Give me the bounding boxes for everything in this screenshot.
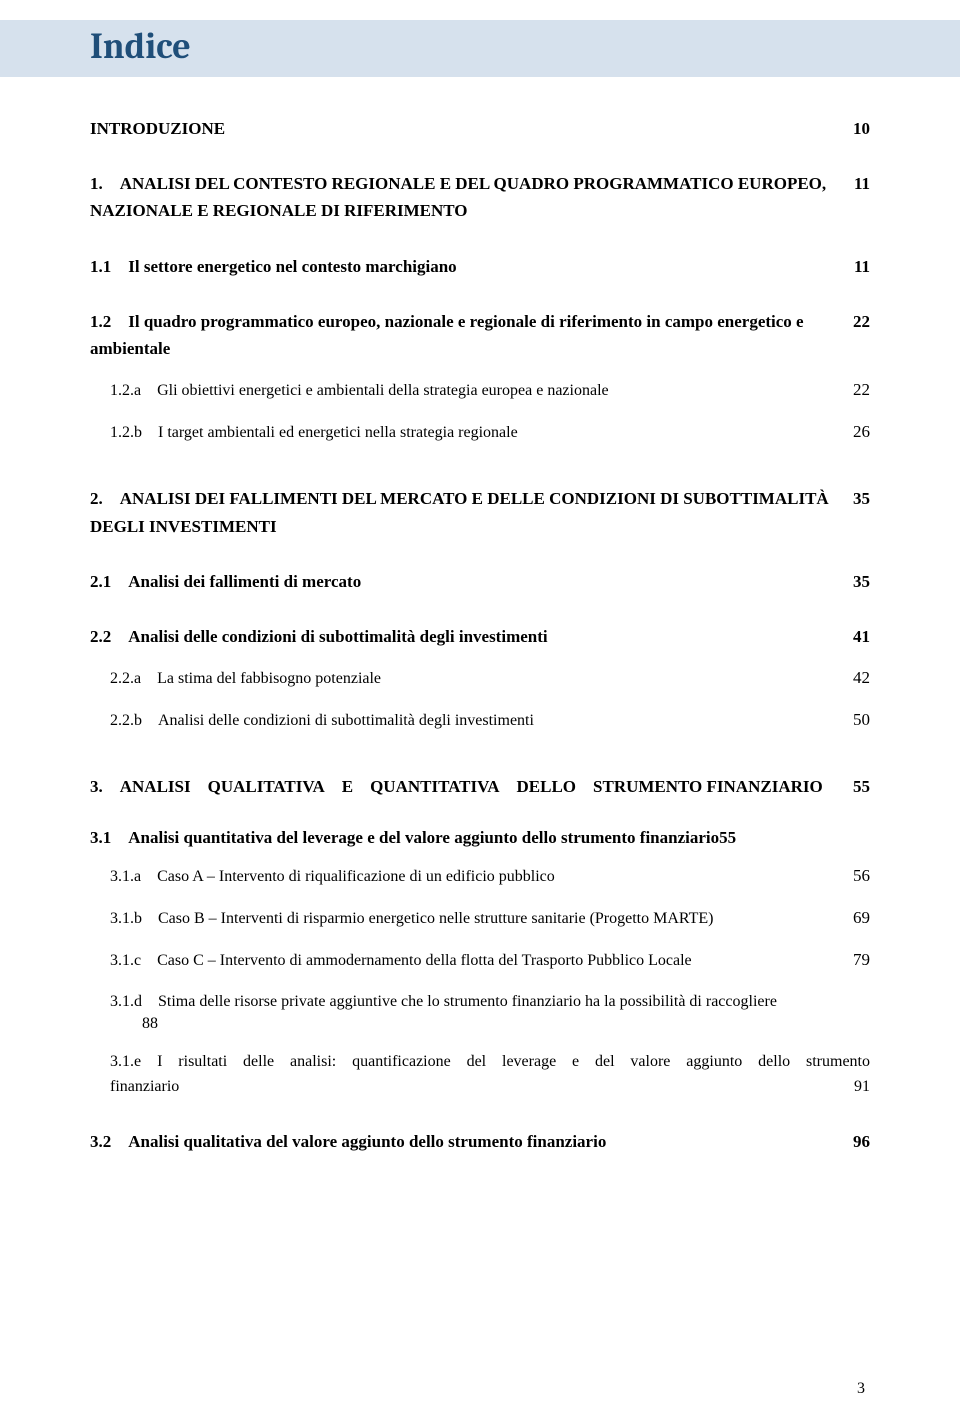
toc-entry: 3.2 Analisi qualitativa del valore aggiu…: [90, 1128, 870, 1155]
toc-entry: 3.1.d Stima delle risorse private aggiun…: [90, 989, 870, 1033]
toc-entry: 1.2.a Gli obiettivi energetici e ambient…: [90, 378, 870, 404]
toc-label: 1.2.a Gli obiettivi energetici e ambient…: [90, 378, 845, 404]
toc-page: 50: [845, 710, 870, 730]
toc-label: 2.2.b Analisi delle condizioni di subott…: [90, 708, 845, 734]
toc-entry: 2.1 Analisi dei fallimenti di mercato35: [90, 568, 870, 595]
toc-page: 55: [845, 777, 870, 797]
page-number: 3: [857, 1380, 865, 1398]
toc-entry: 1.2 Il quadro programmatico europeo, naz…: [90, 308, 870, 362]
toc-entry: 1. ANALISI DEL CONTESTO REGIONALE E DEL …: [90, 170, 870, 224]
toc-page: 69: [845, 908, 870, 928]
toc-page: 41: [845, 627, 870, 647]
toc-label: 3.1.d Stima delle risorse private aggiun…: [90, 989, 870, 1015]
toc-label: 1.2 Il quadro programmatico europeo, naz…: [90, 308, 845, 362]
toc-entry: INTRODUZIONE10: [90, 115, 870, 142]
document-page: Indice INTRODUZIONE10 1. ANALISI DEL CONT…: [0, 0, 960, 1428]
toc-page: 96: [845, 1132, 870, 1152]
toc-page: 26: [845, 422, 870, 442]
toc-page: 11: [846, 257, 870, 277]
table-of-contents: INTRODUZIONE10 1. ANALISI DEL CONTESTO RE…: [90, 115, 870, 1155]
toc-page: 91: [854, 1074, 870, 1100]
toc-entry: 3.1.b Caso B – Interventi di risparmio e…: [90, 906, 870, 932]
toc-page: 79: [845, 950, 870, 970]
toc-label: 2.2 Analisi delle condizioni di subottim…: [90, 623, 845, 650]
toc-entry: 2.2.a La stima del fabbisogno potenziale…: [90, 666, 870, 692]
toc-page: 11: [846, 174, 870, 194]
toc-page: 35: [845, 489, 870, 509]
toc-label: 3.1 Analisi quantitativa del leverage e …: [90, 828, 870, 848]
toc-entry: 1.2.b I target ambientali ed energetici …: [90, 420, 870, 446]
toc-page: 22: [845, 380, 870, 400]
toc-entry: 3.1.c Caso C – Intervento di ammodername…: [90, 948, 870, 974]
toc-label: 1.1 Il settore energetico nel contesto m…: [90, 253, 846, 280]
toc-entry: 3. ANALISI QUALITATIVA E QUANTITATIVA DE…: [90, 773, 870, 800]
toc-label: 1. ANALISI DEL CONTESTO REGIONALE E DEL …: [90, 170, 846, 224]
toc-page: 42: [845, 668, 870, 688]
toc-page: 22: [845, 312, 870, 332]
page-title: Indice: [90, 26, 191, 67]
toc-entry: 3.1 Analisi quantitativa del leverage e …: [90, 828, 870, 848]
toc-page: 35: [845, 572, 870, 592]
toc-entry: 1.1 Il settore energetico nel contesto m…: [90, 253, 870, 280]
toc-label: 3.1.c Caso C – Intervento di ammodername…: [90, 948, 845, 974]
toc-entry: 2. ANALISI DEI FALLIMENTI DEL MERCATO E …: [90, 485, 870, 539]
toc-entry: 2.2 Analisi delle condizioni di subottim…: [90, 623, 870, 650]
toc-page: 88: [90, 1015, 870, 1033]
toc-page: 56: [845, 866, 870, 886]
title-band: Indice: [0, 20, 960, 77]
toc-label: 2.2.a La stima del fabbisogno potenziale: [90, 666, 845, 692]
toc-label: INTRODUZIONE: [90, 115, 845, 142]
toc-label: 2. ANALISI DEI FALLIMENTI DEL MERCATO E …: [90, 485, 845, 539]
toc-label: 3. ANALISI QUALITATIVA E QUANTITATIVA DE…: [90, 773, 845, 800]
toc-entry: 3.1.a Caso A – Intervento di riqualifica…: [90, 864, 870, 890]
toc-entry: 3.1.e I risultati delle analisi: quantif…: [90, 1049, 870, 1100]
toc-page: 10: [845, 119, 870, 139]
toc-label: 3.2 Analisi qualitativa del valore aggiu…: [90, 1128, 845, 1155]
toc-label: 3.1.a Caso A – Intervento di riqualifica…: [90, 864, 845, 890]
toc-entry: 2.2.b Analisi delle condizioni di subott…: [90, 708, 870, 734]
toc-label: 3.1.b Caso B – Interventi di risparmio e…: [90, 906, 845, 932]
toc-label: 2.1 Analisi dei fallimenti di mercato: [90, 568, 845, 595]
toc-label: 1.2.b I target ambientali ed energetici …: [90, 420, 845, 446]
toc-label: 3.1.e I risultati delle analisi: quantif…: [90, 1049, 870, 1100]
